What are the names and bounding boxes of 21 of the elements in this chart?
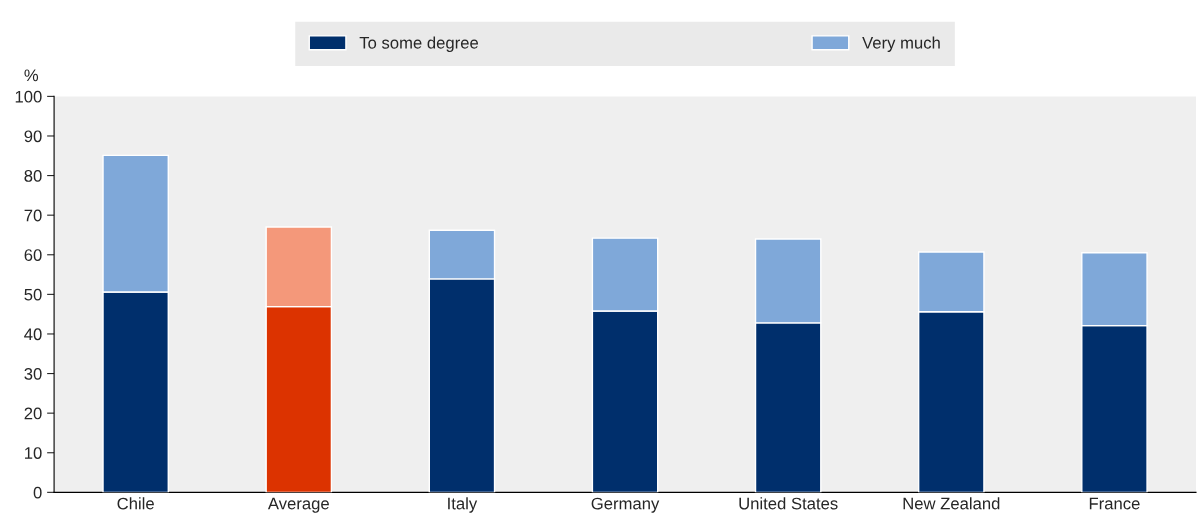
y-tick-label: 40 [24,328,42,341]
x-tick-label: Germany [591,497,660,513]
y-tick-label: 60 [24,249,42,261]
x-tick-label: Italy [448,497,478,513]
y-tick-label: 70 [24,209,42,222]
x-tick-label: Chile [117,497,154,510]
legend-label: To some degree [359,36,479,52]
x-tick-label: Average [267,497,329,513]
y-tick-label: 100 [15,90,42,103]
y-tick-label: 10 [25,447,42,459]
x-tick-label: United States [739,497,838,510]
y-axis-title: % [24,69,39,82]
y-tick-label: 80 [24,169,42,182]
y-tick-label: 90 [24,130,42,143]
x-tick-label: France [1089,497,1140,510]
y-tick-label: 50 [24,288,42,301]
y-tick-label: 20 [24,407,42,420]
legend-label: Very much [862,36,940,52]
y-tick-label: 30 [24,367,42,380]
x-tick-label: New Zealand [903,497,1000,510]
y-tick-label: 0 [33,486,42,499]
